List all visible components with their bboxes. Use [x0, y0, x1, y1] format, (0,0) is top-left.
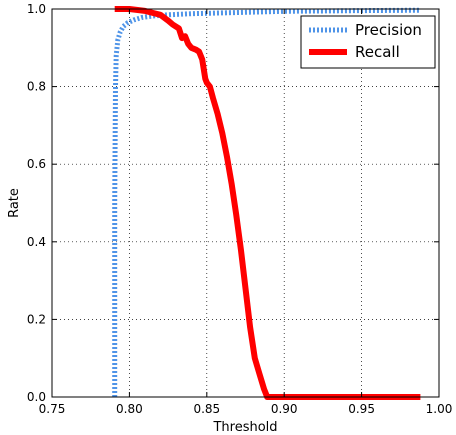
x-tick-label: 1.00 — [426, 402, 453, 416]
x-tick-label: 0.95 — [348, 402, 375, 416]
y-tick-label: 1.0 — [27, 2, 46, 16]
x-tick-label: 0.85 — [193, 402, 220, 416]
y-tick-label: 0.6 — [27, 157, 46, 171]
x-tick-label: 0.90 — [271, 402, 298, 416]
ticks: 0.75 0.80 0.85 0.90 0.95 1.00 0.0 0.2 0.4 0.6 0.8 1… — [27, 2, 452, 416]
legend-label-precision: Precision — [355, 21, 422, 39]
x-tick-label: 0.80 — [116, 402, 143, 416]
legend-label-recall: Recall — [355, 43, 400, 61]
legend: Precision Recall — [300, 15, 436, 69]
y-tick-label: 0.4 — [27, 235, 46, 249]
y-axis-title: Rate — [7, 188, 22, 218]
legend-box — [300, 15, 436, 69]
x-tick-label: 0.75 — [39, 402, 66, 416]
y-tick-label: 0.0 — [27, 390, 46, 404]
y-tick-label: 0.2 — [27, 312, 46, 326]
plot-frame — [51, 8, 440, 398]
y-tick-label: 0.8 — [27, 80, 46, 94]
series-line-recall — [114, 6, 421, 400]
series-layer — [112, 6, 421, 400]
x-axis-title: Threshold — [212, 420, 277, 435]
series-line-precision — [112, 7, 421, 397]
